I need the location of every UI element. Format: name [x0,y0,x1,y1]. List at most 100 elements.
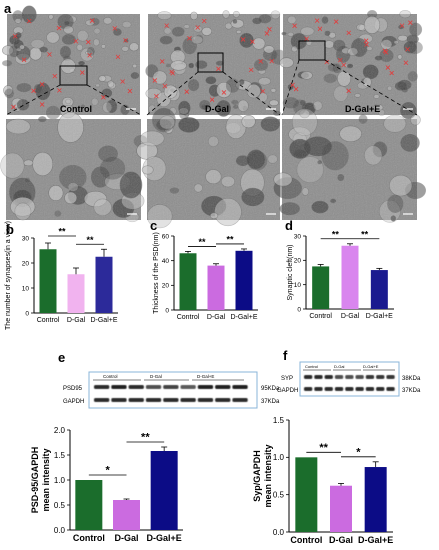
blot-band [232,385,248,389]
blot-band [304,387,313,391]
em-bottom-image-1 [0,111,148,223]
em-zoom-box-3 [298,40,326,61]
x-tick-label: D-Gal+E [90,317,117,324]
bar-control [75,480,103,530]
significance-label: ** [198,237,206,247]
blot-f-group-control: Control [305,364,318,369]
em-zoom-lines [5,40,418,116]
y-tick-label: 0.0 [54,526,66,535]
x-tick-label: Control [37,317,60,324]
y-axis-label: Thickness of the PSD(nm) [153,232,160,314]
blot-band [386,375,395,379]
bar-d-gal-e [364,467,387,532]
blot-e-kda-95: 95KDa [261,386,280,392]
blot-band [304,375,313,379]
bar-control [39,249,57,313]
y-tick-label: 0.0 [273,528,285,537]
bar-d-gal [113,500,140,530]
significance-label: ** [332,229,340,239]
y-tick-label: 30 [22,235,30,242]
bar-d-gal [207,265,225,310]
blot-band [111,398,127,402]
y-tick-label: 20 [162,283,170,290]
significance-label: ** [58,227,66,237]
y-axis-label: Synaptic cleft(nm) [287,244,294,300]
bar-d-gal-e [235,250,253,310]
blot-e-group-dgal-e: D-Gal+E [197,374,214,379]
blot-e-group-dgal: D-Gal [150,374,162,379]
x-tick-label: D-Gal [207,314,226,321]
em-top-image-3 [279,9,423,120]
blot-band [334,387,344,391]
x-tick-label: D-Gal [67,317,86,324]
x-tick-label: D-Gal [114,533,138,543]
em-zoom-box-2 [197,52,224,73]
y-tick-label: 1.5 [54,451,66,460]
chart-b: 0 10 20 30 Control D-Gal D-Gal+E ** ** The number… [5,221,118,330]
x-tick-label: Control [177,314,200,321]
blot-band [111,385,127,389]
y-axis-label: Syp/GAPDHmean intensity [252,444,273,507]
bar-d-gal-e [150,451,178,530]
blot-band [324,375,333,379]
blot-f-row-gapdh: GAPDH [277,388,298,394]
blot-band [197,398,214,402]
blot-band [355,375,364,379]
significance-label: * [356,446,361,458]
western-blot-f: Control D-Gal D-Gal+E SYP GAPDH 38KDa 37… [277,361,421,397]
panel-letter-b: b [6,222,14,237]
significance-label: ** [319,442,328,454]
em-top-image-1 [1,5,140,120]
y-axis-label: The number of synapses(in a view) [5,221,12,330]
blot-band [334,375,344,379]
bar-d-gal-e [370,270,388,309]
chart-c: 0 20 40 60 Control D-Gal D-Gal+E ** ** Thickness … [153,232,258,321]
significance-label: ** [86,235,94,245]
blot-f-kda-37: 37KDa [402,388,421,394]
blot-e-group-control: Control [103,374,118,379]
blot-band [180,398,196,402]
x-tick-label: D-Gal+E [147,533,182,543]
em-zoom-box-1 [59,65,88,86]
blot-band [145,398,162,402]
blot-e-kda-37: 37KDa [261,399,280,405]
panel-letter-a: a [4,1,12,16]
x-tick-label: D-Gal+E [358,535,393,545]
blot-band [232,398,248,402]
bar-control [179,253,197,310]
blot-band [215,385,231,389]
blot-band [365,387,375,391]
blot-band [163,385,179,389]
western-blot-e: Control D-Gal D-Gal+E PSD95 GAPDH 95KDa … [63,371,280,409]
y-tick-label: 0 [297,306,301,313]
significance-label: ** [141,432,150,444]
y-tick-label: 20 [294,258,302,265]
x-tick-label: D-Gal [341,313,360,320]
bar-d-gal [67,274,85,313]
panel-letter-c: c [150,218,157,233]
blot-band [180,385,196,389]
y-tick-label: 1.0 [273,453,285,462]
y-tick-label: 0 [25,310,29,317]
blot-band [94,385,110,389]
x-tick-label: Control [290,535,322,545]
blot-f-group-dgal-e: D-Gal+E [363,364,379,369]
em-label-dgal-e: D-Gal+E [345,104,380,114]
y-tick-label: 40 [162,258,170,265]
bar-control [295,457,318,532]
em-bottom-image-3 [273,108,427,223]
blot-band [94,398,110,402]
y-tick-label: 1.5 [273,416,285,425]
em-label-dgal: D-Gal [205,104,229,114]
blot-e-row-psd95: PSD95 [63,386,83,392]
blot-band [197,385,214,389]
em-top-row [1,5,423,120]
em-top-labels: Control D-Gal D-Gal+E [60,104,380,114]
x-tick-label: D-Gal [329,535,353,545]
x-tick-label: Control [309,313,332,320]
blot-f-kda-38: 38KDa [402,376,421,382]
panel-letter-d: d [285,218,293,233]
